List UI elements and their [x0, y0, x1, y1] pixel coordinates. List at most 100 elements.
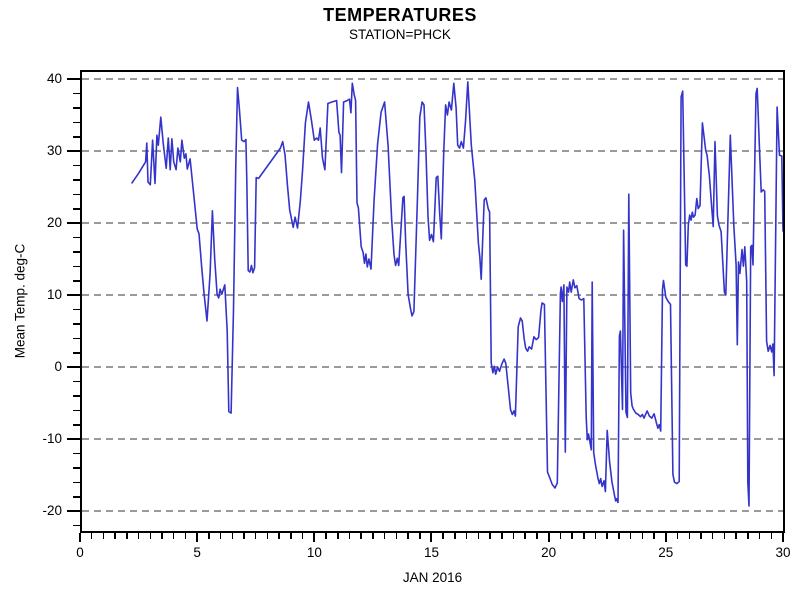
x-minor-tick	[571, 533, 573, 539]
x-minor-tick	[477, 533, 480, 539]
x-minor-tick	[290, 533, 292, 539]
y-minor-tick	[73, 92, 80, 95]
x-minor-tick	[512, 533, 515, 539]
x-minor-tick	[383, 533, 386, 539]
x-minor-tick	[594, 533, 597, 539]
x-tick-label: 0	[76, 545, 84, 560]
x-minor-tick	[372, 533, 374, 539]
x-tick-label: 15	[423, 545, 439, 560]
y-minor-tick	[73, 395, 80, 397]
y-minor-tick	[73, 308, 80, 311]
x-tick-label: 25	[658, 545, 674, 560]
x-minor-tick	[184, 533, 187, 539]
x-minor-tick	[90, 533, 93, 539]
x-minor-tick	[208, 533, 210, 539]
y-tick-label: 40	[46, 71, 62, 86]
x-minor-tick	[629, 533, 632, 539]
x-major-tick	[430, 533, 433, 542]
temperature-line-chart	[80, 70, 785, 533]
y-minor-tick	[73, 179, 80, 181]
x-minor-tick	[137, 533, 140, 539]
y-minor-tick	[73, 136, 80, 138]
y-tick-label: 0	[54, 359, 62, 374]
x-minor-tick	[278, 533, 280, 539]
x-minor-tick	[114, 533, 116, 539]
x-minor-tick	[395, 533, 398, 539]
x-minor-tick	[723, 533, 726, 539]
y-tick-label: -10	[42, 431, 62, 446]
y-minor-tick	[73, 193, 80, 196]
x-minor-tick	[254, 533, 257, 539]
y-minor-tick	[73, 107, 80, 109]
x-tick-label: 30	[775, 545, 791, 560]
x-minor-tick	[419, 533, 421, 539]
x-minor-tick	[700, 533, 702, 539]
y-major-tick	[67, 294, 80, 296]
y-minor-tick	[73, 452, 80, 455]
y-minor-tick	[73, 265, 80, 268]
x-minor-tick	[337, 533, 339, 539]
x-minor-tick	[676, 533, 679, 539]
x-minor-tick	[711, 533, 714, 539]
y-major-tick	[67, 78, 80, 80]
x-minor-tick	[325, 533, 327, 539]
x-minor-tick	[536, 533, 538, 539]
y-tick-label: 30	[46, 143, 62, 158]
y-major-tick	[67, 366, 80, 368]
y-minor-tick	[73, 481, 80, 484]
x-minor-tick	[618, 533, 620, 539]
x-minor-tick	[126, 533, 128, 539]
y-tick-label: -20	[42, 503, 62, 518]
x-minor-tick	[688, 533, 690, 539]
x-minor-tick	[583, 533, 585, 539]
y-major-tick	[67, 150, 80, 152]
x-minor-tick	[641, 533, 644, 539]
y-minor-tick	[73, 208, 80, 210]
x-minor-tick	[149, 533, 152, 539]
x-minor-tick	[770, 533, 773, 539]
x-axis-title: JAN 2016	[402, 570, 463, 585]
y-major-tick	[67, 438, 80, 440]
x-major-tick	[79, 533, 81, 542]
x-minor-tick	[172, 533, 175, 539]
x-minor-tick	[501, 533, 503, 539]
x-minor-tick	[407, 533, 409, 539]
y-minor-tick	[73, 121, 80, 124]
chart-title: TEMPERATURES	[323, 5, 477, 25]
x-minor-tick	[442, 533, 444, 539]
x-minor-tick	[360, 533, 362, 539]
y-major-tick	[67, 222, 80, 224]
x-minor-tick	[348, 533, 351, 539]
x-tick-label: 10	[306, 545, 322, 560]
y-major-tick	[67, 510, 80, 512]
x-minor-tick	[102, 533, 105, 539]
x-major-tick	[664, 533, 667, 542]
plot-frame	[80, 70, 785, 533]
y-tick-label: 10	[46, 287, 62, 302]
y-minor-tick	[73, 251, 80, 253]
x-major-tick	[781, 533, 784, 542]
x-minor-tick	[454, 533, 456, 539]
x-minor-tick	[231, 533, 234, 539]
x-major-tick	[313, 533, 316, 542]
x-minor-tick	[243, 533, 245, 539]
y-minor-tick	[73, 280, 80, 282]
x-minor-tick	[758, 533, 761, 539]
y-tick-label: 20	[46, 215, 62, 230]
x-minor-tick	[606, 533, 608, 539]
x-minor-tick	[653, 533, 655, 539]
x-minor-tick	[301, 533, 304, 539]
y-minor-tick	[73, 524, 80, 527]
x-minor-tick	[747, 533, 749, 539]
x-minor-tick	[266, 533, 269, 539]
y-minor-tick	[73, 467, 80, 469]
y-minor-tick	[73, 236, 80, 239]
x-major-tick	[196, 533, 199, 542]
y-minor-tick	[73, 352, 80, 354]
y-minor-tick	[73, 337, 80, 340]
x-minor-tick	[489, 533, 491, 539]
y-minor-tick	[73, 380, 80, 383]
y-minor-tick	[73, 496, 80, 498]
x-minor-tick	[524, 533, 526, 539]
